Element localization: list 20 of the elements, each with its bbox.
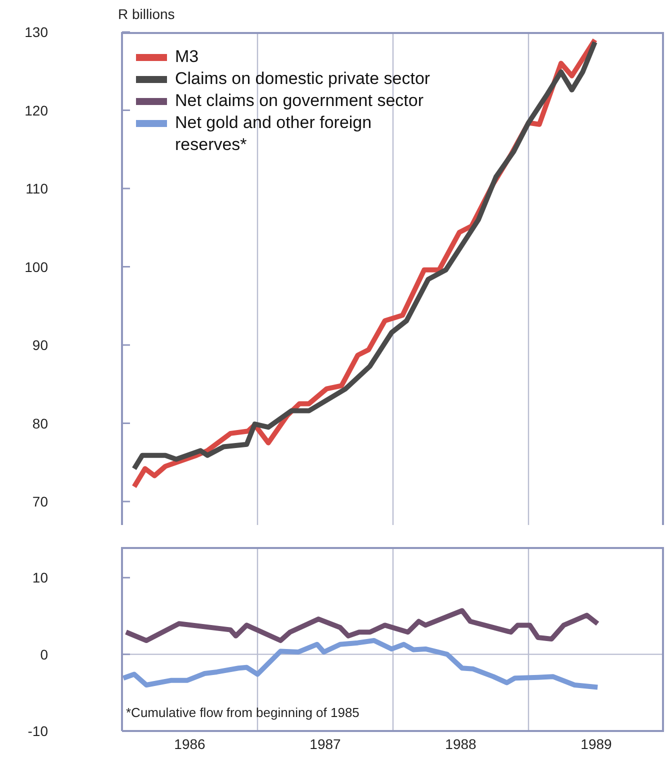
x-tick-label: 1987 [310, 736, 342, 752]
y-tick-label: 80 [32, 415, 48, 432]
y-tick-label: 0 [40, 646, 48, 662]
y-tick-label: 110 [26, 180, 48, 197]
y-tick-label: 70 [32, 494, 48, 510]
y-tick-label: 120 [24, 102, 48, 118]
y-axis-title: R billions [118, 6, 175, 22]
legend-label: M3 [175, 46, 200, 68]
y-tick-label: -10 [28, 723, 48, 739]
legend-label: Net claims on government sector [175, 90, 424, 112]
annotation: *Cumulative flow from beginning of 1985 [126, 705, 360, 720]
y-tick-label: 130 [24, 24, 48, 40]
legend-label: Net gold and other foreign reserves* [175, 112, 373, 156]
legend-label: Claims on domestic private sector [175, 68, 432, 90]
y-tick-label: 10 [32, 570, 48, 586]
y-tick-label: 90 [32, 337, 48, 354]
y-tick-label: 100 [24, 258, 48, 275]
x-tick-label: 1989 [580, 736, 612, 752]
x-tick-label: 1988 [445, 736, 477, 752]
x-tick-label: 1986 [174, 736, 206, 752]
